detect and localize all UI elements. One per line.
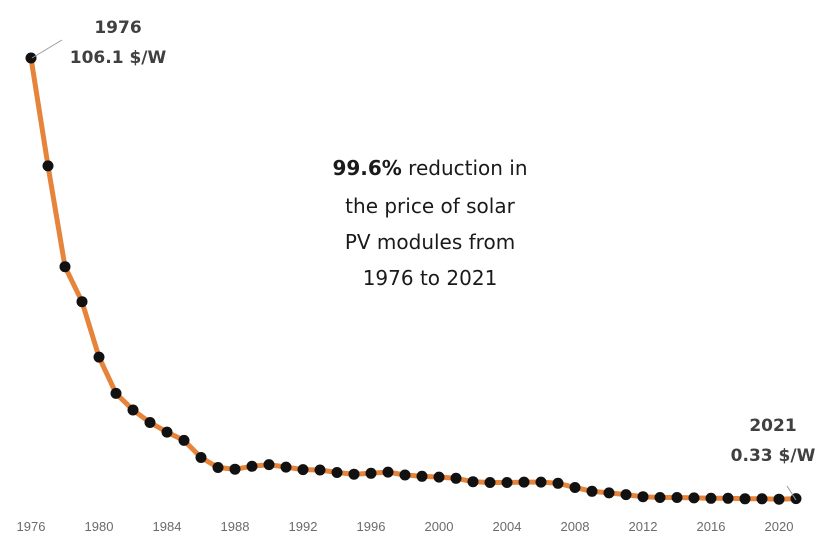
price-line	[28, 55, 799, 502]
price-point	[42, 160, 54, 172]
price-point	[263, 459, 275, 471]
price-point	[110, 387, 122, 399]
price-point	[654, 492, 666, 503]
price-point	[297, 464, 309, 476]
price-point	[195, 452, 207, 463]
start-callout-leader	[31, 39, 63, 59]
price-point	[433, 471, 445, 483]
price-point	[25, 52, 37, 64]
reduction-note-line-3: PV modules from	[345, 230, 515, 254]
price-series	[25, 52, 802, 505]
price-point	[484, 477, 496, 488]
price-point	[246, 460, 258, 472]
price-point	[586, 485, 598, 497]
price-point	[331, 467, 343, 478]
price-point	[518, 476, 530, 488]
end-price-label: 0.33 $/W	[731, 446, 816, 466]
x-tick-label: 1984	[153, 519, 182, 534]
x-axis-ticks: 1976 1980 1984 1988 1992 1996 2000 2004 2008 2012…	[17, 519, 794, 534]
price-point	[467, 476, 479, 488]
x-tick-label: 2004	[493, 519, 522, 534]
price-point	[552, 477, 564, 489]
reduction-note-line-2: the price of solar	[345, 194, 515, 218]
price-point	[416, 470, 428, 482]
start-price-label: 106.1 $/W	[70, 48, 167, 68]
price-point	[127, 404, 139, 416]
price-point	[314, 464, 326, 476]
price-point	[603, 487, 615, 499]
price-point	[637, 491, 649, 503]
price-point	[178, 434, 190, 446]
price-point	[59, 261, 71, 273]
x-tick-label: 1996	[357, 519, 386, 534]
end-year-label: 2021	[749, 416, 796, 436]
price-point	[501, 477, 513, 488]
reduction-note-line-1: 99.6% reduction in	[332, 156, 527, 180]
price-point	[705, 492, 717, 504]
end-callout-leader	[786, 485, 797, 501]
price-point	[212, 462, 224, 473]
x-tick-label: 1992	[289, 519, 318, 534]
price-point	[280, 461, 292, 473]
price-point	[348, 468, 360, 480]
price-point	[671, 492, 683, 503]
price-point	[93, 351, 105, 363]
x-tick-label: 2000	[425, 519, 454, 534]
reduction-percent: 99.6%	[332, 156, 401, 180]
x-tick-label: 2020	[765, 519, 794, 534]
price-point	[450, 472, 462, 484]
price-point	[756, 493, 768, 505]
x-tick-label: 2016	[697, 519, 726, 534]
price-point	[688, 492, 700, 504]
reduction-note-line-4: 1976 to 2021	[363, 266, 498, 290]
x-tick-label: 2008	[561, 519, 590, 534]
price-point	[76, 296, 88, 308]
start-year-label: 1976	[94, 18, 141, 38]
price-point	[229, 463, 241, 475]
price-point	[161, 426, 173, 438]
price-point	[535, 476, 547, 488]
x-tick-label: 1980	[85, 519, 114, 534]
price-point	[569, 482, 581, 493]
x-tick-label: 1976	[17, 519, 46, 534]
price-point	[739, 493, 751, 505]
price-point	[144, 417, 156, 428]
x-tick-label: 2012	[629, 519, 658, 534]
price-point	[620, 489, 632, 501]
x-tick-label: 1988	[221, 519, 250, 534]
price-point	[365, 467, 377, 479]
price-point	[382, 466, 394, 478]
price-point	[722, 492, 734, 504]
reduction-note-rest: reduction in	[402, 156, 528, 180]
price-point	[773, 493, 785, 505]
price-point	[399, 469, 411, 481]
